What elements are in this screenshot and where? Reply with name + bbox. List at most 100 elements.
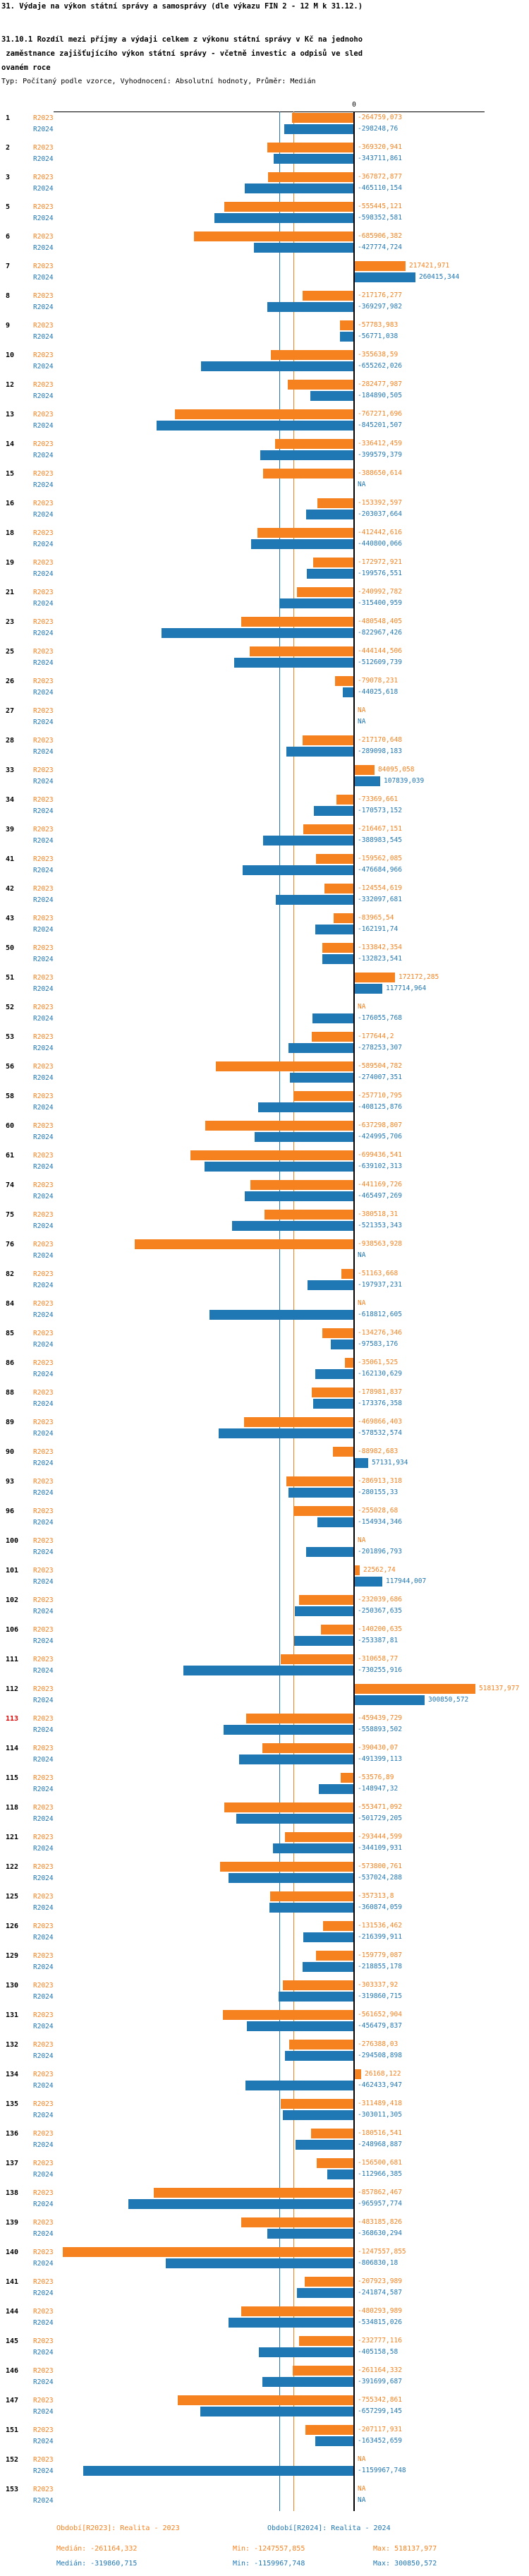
value-label-r2024: -319860,715 xyxy=(358,1992,402,2000)
value-label-r2023: -480548,405 xyxy=(358,618,402,625)
series-label-r2023: R2023 xyxy=(33,2456,54,2464)
value-label-r2023: -938563,928 xyxy=(358,1240,402,1248)
value-label-r2023: -153392,597 xyxy=(358,499,402,507)
bar-r2023 xyxy=(194,231,353,241)
value-label-r2023: -589504,782 xyxy=(358,1062,402,1070)
value-label-r2024: -56771,038 xyxy=(358,332,399,340)
bar-r2023 xyxy=(270,1891,353,1901)
value-label-r2024: -154934,346 xyxy=(358,1518,402,1526)
row-id: 2 xyxy=(6,144,11,152)
value-label-r2023: NA xyxy=(358,2455,366,2463)
bar-r2023 xyxy=(321,1625,353,1635)
bar-r2023 xyxy=(324,884,353,893)
row-id: 140 xyxy=(6,2249,19,2256)
bar-r2024 xyxy=(255,1132,353,1142)
series-label-r2024: R2024 xyxy=(33,1400,54,1408)
row-id: 130 xyxy=(6,1982,19,1990)
series-label-r2024: R2024 xyxy=(33,926,54,934)
chart-row: 135 R2023 -311489,418 R2024 -303011,305 xyxy=(0,2099,529,2129)
series-label-r2023: R2023 xyxy=(33,885,54,893)
bar-r2023 xyxy=(205,1121,353,1131)
series-label-r2023: R2023 xyxy=(33,233,54,241)
bar-r2024 xyxy=(355,1577,382,1587)
series-label-r2024: R2024 xyxy=(33,2201,54,2208)
row-id: 16 xyxy=(6,500,15,507)
value-label-r2024: -162191,74 xyxy=(358,925,399,933)
value-label-r2024: -241874,587 xyxy=(358,2289,402,2297)
value-label-r2024: -360874,059 xyxy=(358,1903,402,1911)
chart-row: 53 R2023 -177644,2 R2024 -278253,307 xyxy=(0,1032,529,1061)
chart-row: 93 R2023 -286913,318 R2024 -280155,33 xyxy=(0,1476,529,1506)
series-label-r2023: R2023 xyxy=(33,1596,54,1604)
bar-r2024 xyxy=(232,1221,353,1231)
bar-r2023 xyxy=(293,1091,353,1101)
row-id: 138 xyxy=(6,2189,19,2197)
series-label-r2023: R2023 xyxy=(33,1537,54,1545)
series-label-r2023: R2023 xyxy=(33,1952,54,1960)
bar-r2023 xyxy=(313,558,353,567)
bar-r2023 xyxy=(263,469,353,479)
value-label-r2023: -367872,877 xyxy=(358,173,402,181)
bar-r2024 xyxy=(229,2318,353,2328)
bar-r2024 xyxy=(319,1784,353,1794)
series-label-r2023: R2023 xyxy=(33,1922,54,1930)
value-label-r2024: -218855,178 xyxy=(358,1963,402,1970)
bar-r2024 xyxy=(303,1962,353,1972)
bar-r2024 xyxy=(288,1043,353,1053)
value-label-r2024: -303011,305 xyxy=(358,2111,402,2119)
bar-r2024 xyxy=(258,1102,353,1112)
chart-row: 85 R2023 -134276,346 R2024 -97583,176 xyxy=(0,1328,529,1358)
bar-r2023 xyxy=(250,646,353,656)
row-id: 6 xyxy=(6,233,11,241)
bar-r2024 xyxy=(245,1191,353,1201)
row-id: 131 xyxy=(6,2011,19,2019)
series-label-r2024: R2024 xyxy=(33,1519,54,1527)
bar-r2024 xyxy=(209,1310,353,1320)
row-id: 43 xyxy=(6,915,15,922)
value-label-r2024: -399579,379 xyxy=(358,451,402,459)
series-label-r2023: R2023 xyxy=(33,2308,54,2316)
series-label-r2023: R2023 xyxy=(33,559,54,567)
bar-r2024 xyxy=(307,569,353,579)
series-label-r2023: R2023 xyxy=(33,1745,54,1752)
bar-r2024 xyxy=(259,2347,353,2357)
chart-row: 28 R2023 -217170,648 R2024 -289098,183 xyxy=(0,735,529,765)
chart-row: 41 R2023 -159562,085 R2024 -476684,966 xyxy=(0,854,529,884)
value-label-r2023: -412442,616 xyxy=(358,529,402,536)
bar-r2024 xyxy=(315,925,353,934)
chart-row: 139 R2023 -483185,826 R2024 -368630,294 xyxy=(0,2217,529,2247)
chart-row: 106 R2023 -140200,635 R2024 -253387,81 xyxy=(0,1625,529,1654)
row-id: 61 xyxy=(6,1152,15,1160)
series-label-r2023: R2023 xyxy=(33,1359,54,1367)
value-label-r2024: -491399,113 xyxy=(358,1755,402,1763)
series-label-r2024: R2024 xyxy=(33,1845,54,1853)
bar-r2023 xyxy=(286,1476,353,1486)
series-label-r2023: R2023 xyxy=(33,826,54,833)
series-label-r2024: R2024 xyxy=(33,778,54,786)
row-id: 144 xyxy=(6,2308,19,2316)
value-label-r2024: 117944,007 xyxy=(386,1577,427,1585)
value-label-r2023: -140200,635 xyxy=(358,1625,402,1633)
series-label-r2023: R2023 xyxy=(33,2041,54,2049)
bar-r2023 xyxy=(190,1150,353,1160)
bar-r2024 xyxy=(314,806,353,816)
value-label-r2024: -806830,18 xyxy=(358,2259,399,2267)
row-id: 112 xyxy=(6,1685,19,1693)
chart-row: 152 R2023 NA R2024 -1159967,748 xyxy=(0,2455,529,2484)
bar-r2023 xyxy=(220,1862,353,1872)
bar-r2024 xyxy=(166,2258,353,2268)
row-id: 75 xyxy=(6,1211,15,1219)
bar-r2024 xyxy=(288,1488,353,1498)
bar-r2024 xyxy=(260,450,353,460)
chart-row: 60 R2023 -637298,807 R2024 -424995,706 xyxy=(0,1121,529,1150)
row-id: 85 xyxy=(6,1330,15,1337)
bar-r2023 xyxy=(267,143,353,152)
series-label-r2024: R2024 xyxy=(33,422,54,430)
row-id: 74 xyxy=(6,1181,15,1189)
series-label-r2023: R2023 xyxy=(33,2189,54,2197)
bar-r2024 xyxy=(322,954,353,964)
bar-r2023 xyxy=(305,2425,353,2435)
series-label-r2023: R2023 xyxy=(33,648,54,656)
value-label-r2023: -79078,231 xyxy=(358,677,399,685)
chart-row: 74 R2023 -441169,726 R2024 -465497,269 xyxy=(0,1180,529,1210)
